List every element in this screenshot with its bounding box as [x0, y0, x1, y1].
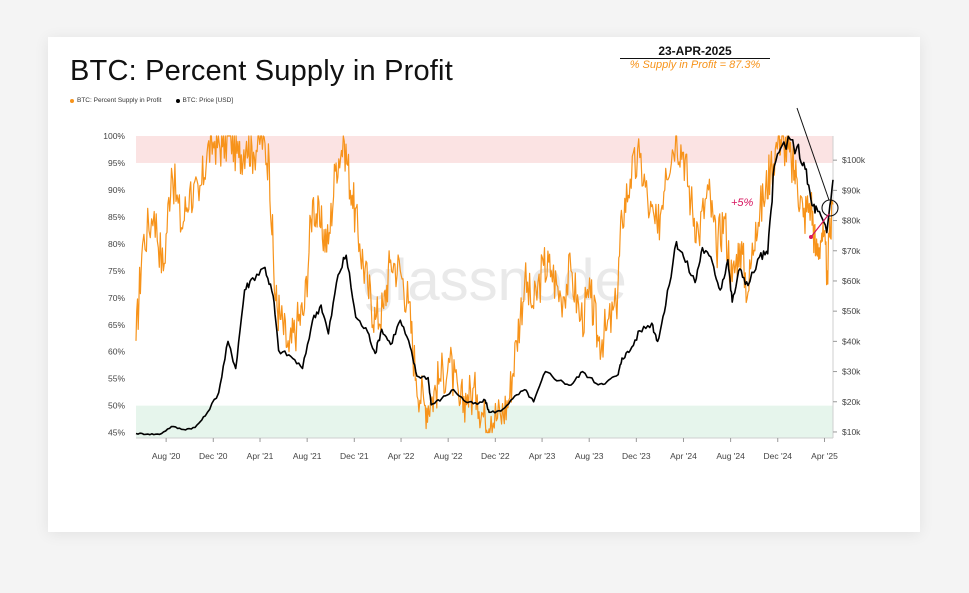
y-left-tick-label: 90%: [108, 185, 125, 195]
y-left-tick-label: 80%: [108, 239, 125, 249]
annotation-supply-value: % Supply in Profit = 87.3%: [629, 59, 761, 71]
legend-label-supply: BTC: Percent Supply in Profit: [77, 97, 162, 104]
x-tick-label: Dec '21: [340, 451, 369, 461]
y-right-tick-label: $100k: [842, 155, 866, 165]
annotation-change: +5%: [731, 197, 754, 209]
watermark: glassnode: [362, 248, 626, 313]
x-tick-label: Dec '20: [199, 451, 228, 461]
annotation-change-dot: [809, 235, 813, 239]
y-right-tick-label: $60k: [842, 276, 861, 286]
y-right-tick-label: $80k: [842, 216, 861, 226]
y-left-tick-label: 60%: [108, 347, 125, 357]
y-right-tick-label: $30k: [842, 367, 861, 377]
y-right-tick-label: $40k: [842, 336, 861, 346]
x-tick-label: Aug '23: [575, 451, 604, 461]
legend-label-price: BTC: Price [USD]: [182, 97, 234, 104]
y-left-tick-label: 85%: [108, 212, 125, 222]
x-tick-label: Aug '21: [293, 451, 322, 461]
x-tick-label: Apr '25: [811, 451, 838, 461]
x-tick-label: Apr '22: [388, 451, 415, 461]
y-left-tick-label: 50%: [108, 401, 125, 411]
y-right-tick-label: $20k: [842, 397, 861, 407]
series-line-price: [135, 135, 834, 436]
annotation-circle: [821, 199, 839, 217]
series-line-supply: [135, 135, 834, 434]
chart-title: BTC: Percent Supply in Profit: [70, 55, 453, 87]
y-left-tick-label: 45%: [108, 428, 125, 438]
legend-swatch-supply: [70, 98, 74, 103]
x-tick-label: Aug '22: [434, 451, 463, 461]
x-tick-label: Aug '24: [716, 451, 745, 461]
legend-item-supply[interactable]: BTC: Percent Supply in Profit: [70, 97, 162, 104]
y-right-tick-label: $10k: [842, 427, 861, 437]
y-left-tick-label: 70%: [108, 293, 125, 303]
y-right-tick-label: $90k: [842, 185, 861, 195]
chart-card: BTC: Percent Supply in Profit BTC: Perce…: [48, 37, 920, 532]
x-tick-label: Aug '20: [152, 451, 181, 461]
y-left-tick-label: 55%: [108, 374, 125, 384]
y-left-tick-label: 65%: [108, 320, 125, 330]
legend-swatch-price: [175, 98, 180, 103]
y-right-tick-label: $70k: [842, 246, 861, 256]
x-tick-label: Dec '23: [622, 451, 651, 461]
x-tick-label: Dec '22: [481, 451, 510, 461]
annotation-pointer-line: [796, 107, 830, 201]
annotation-date: 23-APR-2025: [658, 44, 732, 58]
x-tick-label: Apr '23: [529, 451, 556, 461]
annotation-change-arrow: [810, 213, 830, 238]
legend-item-price[interactable]: BTC: Price [USD]: [175, 97, 234, 104]
y-left-tick-label: 75%: [108, 266, 125, 276]
y-right-tick-label: $50k: [842, 306, 861, 316]
y-left-tick-label: 95%: [108, 158, 125, 168]
x-tick-label: Apr '24: [670, 451, 697, 461]
y-left-tick-label: 100%: [103, 131, 125, 141]
x-tick-label: Dec '24: [763, 451, 792, 461]
annotation-underline: [620, 58, 770, 59]
legend: BTC: Percent Supply in Profit BTC: Price…: [70, 97, 233, 104]
x-tick-label: Apr '21: [247, 451, 274, 461]
